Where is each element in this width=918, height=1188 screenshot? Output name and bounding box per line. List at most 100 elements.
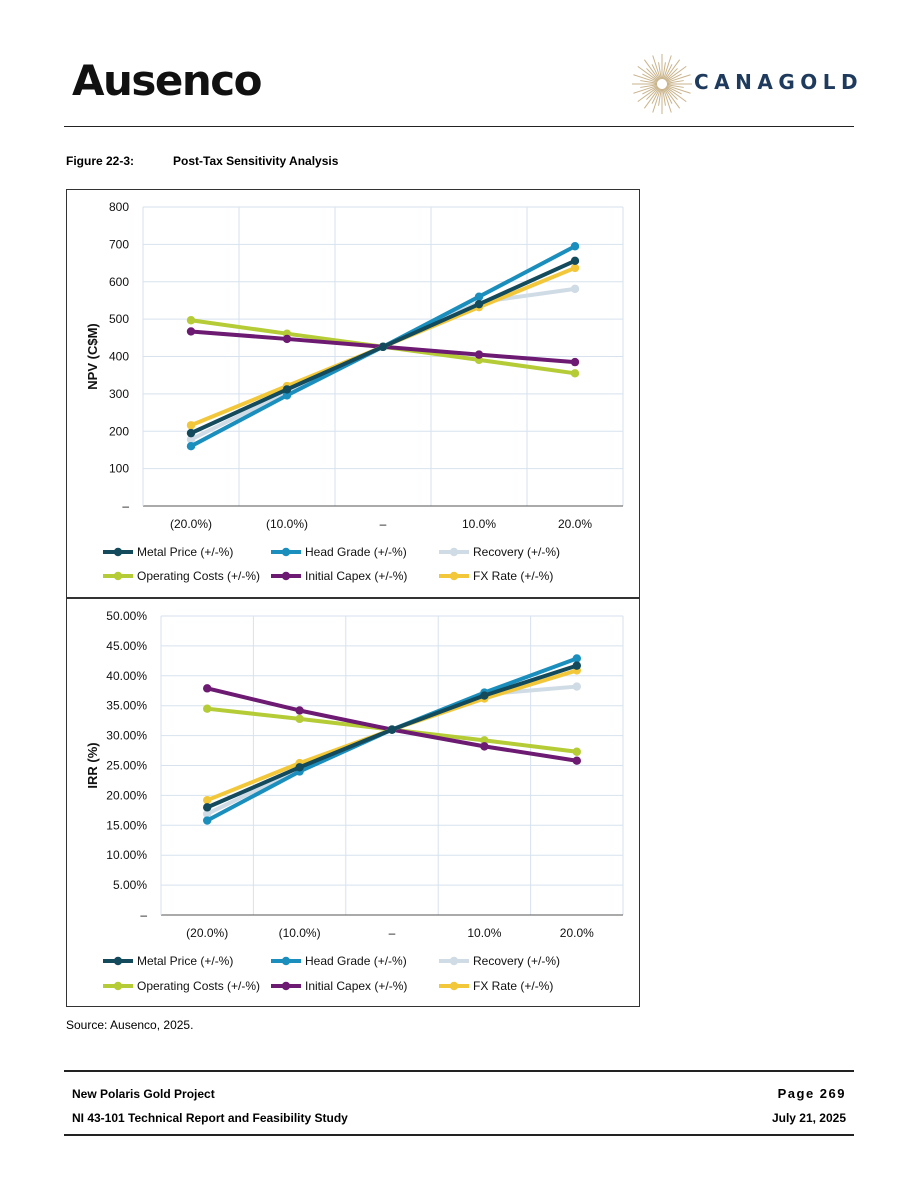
x-tick-label: (20.0%): [170, 517, 212, 531]
burst-ray: [666, 73, 682, 83]
burst-ray: [658, 62, 662, 80]
burst-ray: [663, 64, 673, 80]
burst-ray: [666, 80, 684, 84]
data-point: [186, 428, 196, 438]
burst-ray: [633, 85, 658, 94]
y-tick-label: 35.00%: [106, 699, 147, 713]
header-divider: [64, 126, 854, 127]
legend-label: FX Rate (+/-%): [473, 569, 553, 583]
y-tick-label: 10.00%: [106, 848, 147, 862]
y-tick-label: 700: [109, 237, 129, 251]
irr-chart-svg: – 5.00% 10.00% 15.00% 20.00% 25.00% 30.00% 35.0…: [85, 609, 624, 993]
y-tick-label: 100: [109, 462, 129, 476]
x-tick-label: 20.0%: [560, 926, 594, 940]
x-tick-label: –: [389, 926, 396, 940]
y-tick-label: 200: [109, 424, 129, 438]
figure-label: Figure 22-3:: [66, 154, 135, 168]
y-tick-label: 300: [109, 387, 129, 401]
legend-label: Head Grade (+/-%): [305, 545, 407, 559]
burst-ray: [665, 87, 678, 100]
irr-chart: – 5.00% 10.00% 15.00% 20.00% 25.00% 30.00% 35.0…: [66, 598, 640, 1007]
footer-report: NI 43-101 Technical Report and Feasibili…: [72, 1111, 348, 1125]
legend-swatch-marker: [113, 981, 123, 991]
legend-swatch-marker: [113, 547, 123, 557]
y-tick-label: 20.00%: [106, 788, 147, 802]
burst-ray: [662, 62, 666, 80]
burst-ray: [643, 59, 660, 81]
x-tick-label: (10.0%): [266, 517, 308, 531]
y-axis-title: IRR (%): [85, 742, 100, 788]
y-tick-label: 25.00%: [106, 759, 147, 773]
data-point: [186, 421, 196, 430]
burst-ray: [633, 74, 658, 83]
data-point: [474, 299, 484, 309]
data-point: [282, 385, 292, 394]
y-tick-label: 45.00%: [106, 639, 147, 653]
data-point: [474, 292, 484, 301]
y-tick-label: 5.00%: [113, 878, 147, 892]
legend-swatch-marker: [449, 571, 459, 581]
y-tick-label: –: [140, 908, 147, 922]
burst-ray: [663, 88, 672, 113]
x-tick-label: (20.0%): [186, 926, 228, 940]
burst-ray: [640, 84, 658, 88]
data-point: [203, 809, 212, 819]
legend-label: Head Grade (+/-%): [305, 954, 407, 968]
burst-ray: [652, 88, 661, 113]
npv-chart-svg: – 100 200 300 400 500 600 700 800 (20.0%) (10.0%) –…: [85, 200, 624, 583]
y-tick-label: –: [122, 499, 129, 513]
ausenco-logo: Ausenco: [72, 56, 263, 105]
legend-swatch-marker: [281, 956, 291, 966]
burst-ray: [646, 87, 659, 100]
burst-ray: [640, 80, 658, 84]
y-axis-title: NPV (C$M): [85, 323, 100, 389]
data-point: [570, 369, 580, 378]
legend-swatch-marker: [281, 981, 291, 991]
burst-ray: [663, 88, 673, 104]
data-point: [570, 284, 580, 294]
data-point: [186, 327, 196, 336]
legend-label: Operating Costs (+/-%): [137, 979, 260, 993]
data-point: [186, 316, 196, 325]
burst-ray: [663, 55, 672, 80]
legend-label: Metal Price (+/-%): [137, 954, 233, 968]
legend-swatch-marker: [113, 956, 123, 966]
data-point: [480, 742, 489, 751]
figure-title: Post-Tax Sensitivity Analysis: [173, 154, 339, 168]
burst-ray: [643, 87, 660, 109]
footer-date: July 21, 2025: [771, 1111, 846, 1125]
burst-ray: [666, 84, 684, 88]
y-tick-label: 15.00%: [106, 818, 147, 832]
data-point: [295, 763, 304, 772]
legend-swatch-marker: [449, 981, 459, 991]
burst-ray: [651, 64, 661, 80]
data-point: [186, 435, 196, 444]
legend-swatch-marker: [113, 571, 123, 581]
canagold-burst-icon: [632, 54, 692, 114]
y-tick-label: 30.00%: [106, 729, 147, 743]
data-point: [570, 357, 580, 367]
burst-ray: [637, 65, 659, 82]
canagold-logo: CANAGOLD: [694, 70, 864, 94]
burst-ray: [658, 88, 662, 106]
source-note: Source: Ausenco, 2025.: [66, 1018, 194, 1032]
legend-label: Initial Capex (+/-%): [305, 569, 407, 583]
y-tick-label: 400: [109, 350, 129, 364]
legend-swatch-marker: [281, 571, 291, 581]
x-tick-label: 10.0%: [462, 517, 496, 531]
footer-top-divider: [64, 1070, 854, 1072]
burst-ray: [637, 86, 659, 103]
data-point: [572, 747, 581, 756]
data-point: [480, 736, 489, 745]
burst-ray: [665, 86, 687, 103]
data-point: [572, 756, 581, 765]
footer-project: New Polaris Gold Project: [72, 1087, 215, 1101]
burst-ray: [666, 85, 682, 95]
burst-ray: [664, 59, 681, 81]
legend-label: Metal Price (+/-%): [137, 545, 233, 559]
legend-swatch-marker: [281, 547, 291, 557]
data-point: [203, 684, 212, 693]
x-tick-label: 20.0%: [558, 517, 592, 531]
footer-bottom-divider: [64, 1134, 854, 1136]
data-point: [295, 714, 304, 724]
